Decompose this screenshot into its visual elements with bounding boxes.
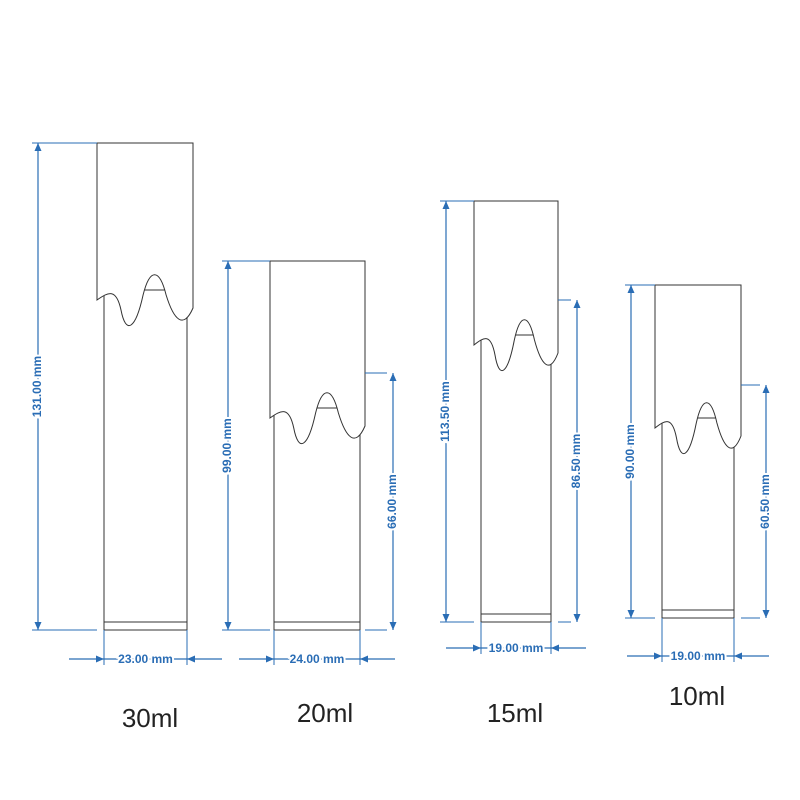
dimension-label: 99.00 mm bbox=[220, 418, 234, 473]
dimension-label: 19.00 mm bbox=[489, 641, 544, 655]
arrow-head bbox=[442, 201, 450, 209]
arrow-head bbox=[389, 622, 397, 630]
arrow-head bbox=[573, 300, 581, 308]
dimension-label: 23.00 mm bbox=[118, 652, 173, 666]
bottle-cap bbox=[654, 284, 742, 455]
arrow-head bbox=[627, 285, 635, 293]
arrow-head bbox=[389, 373, 397, 381]
arrow-head bbox=[360, 655, 368, 663]
arrow-head bbox=[473, 644, 481, 652]
arrow-head bbox=[187, 655, 195, 663]
bottle-base bbox=[103, 621, 188, 631]
dimension-label: 86.50 mm bbox=[569, 434, 583, 489]
arrow-head bbox=[224, 261, 232, 269]
capacity-label: 30ml bbox=[122, 703, 178, 733]
capacity-label: 15ml bbox=[487, 698, 543, 728]
arrow-head bbox=[654, 652, 662, 660]
dimension-label: 19.00 mm bbox=[671, 649, 726, 663]
arrow-head bbox=[442, 614, 450, 622]
dimension-label: 131.00 mm bbox=[30, 356, 44, 417]
arrow-head bbox=[627, 610, 635, 618]
bottle-body bbox=[661, 417, 735, 619]
capacity-label: 10ml bbox=[669, 681, 725, 711]
arrow-head bbox=[34, 622, 42, 630]
dimension-label: 90.00 mm bbox=[623, 424, 637, 479]
arrow-head bbox=[551, 644, 559, 652]
arrow-head bbox=[762, 385, 770, 393]
bottle-cap bbox=[269, 260, 366, 445]
arrow-head bbox=[266, 655, 274, 663]
arrow-head bbox=[96, 655, 104, 663]
bottle-cap bbox=[473, 200, 559, 372]
dimension-label: 113.50 mm bbox=[438, 381, 452, 442]
dimension-label: 66.00 mm bbox=[385, 474, 399, 529]
bottle-base bbox=[273, 621, 361, 631]
arrow-head bbox=[573, 614, 581, 622]
dimension-label: 60.50 mm bbox=[758, 474, 772, 529]
bottle-cap bbox=[96, 142, 194, 327]
bottle-body bbox=[103, 289, 188, 631]
arrow-head bbox=[224, 622, 232, 630]
bottle-body bbox=[480, 334, 552, 623]
capacity-label: 20ml bbox=[297, 698, 353, 728]
arrow-head bbox=[734, 652, 742, 660]
dimension-label: 24.00 mm bbox=[290, 652, 345, 666]
bottle-base bbox=[480, 613, 552, 623]
bottle-body bbox=[273, 407, 361, 631]
arrow-head bbox=[762, 610, 770, 618]
arrow-head bbox=[34, 143, 42, 151]
bottle-base bbox=[661, 609, 735, 619]
